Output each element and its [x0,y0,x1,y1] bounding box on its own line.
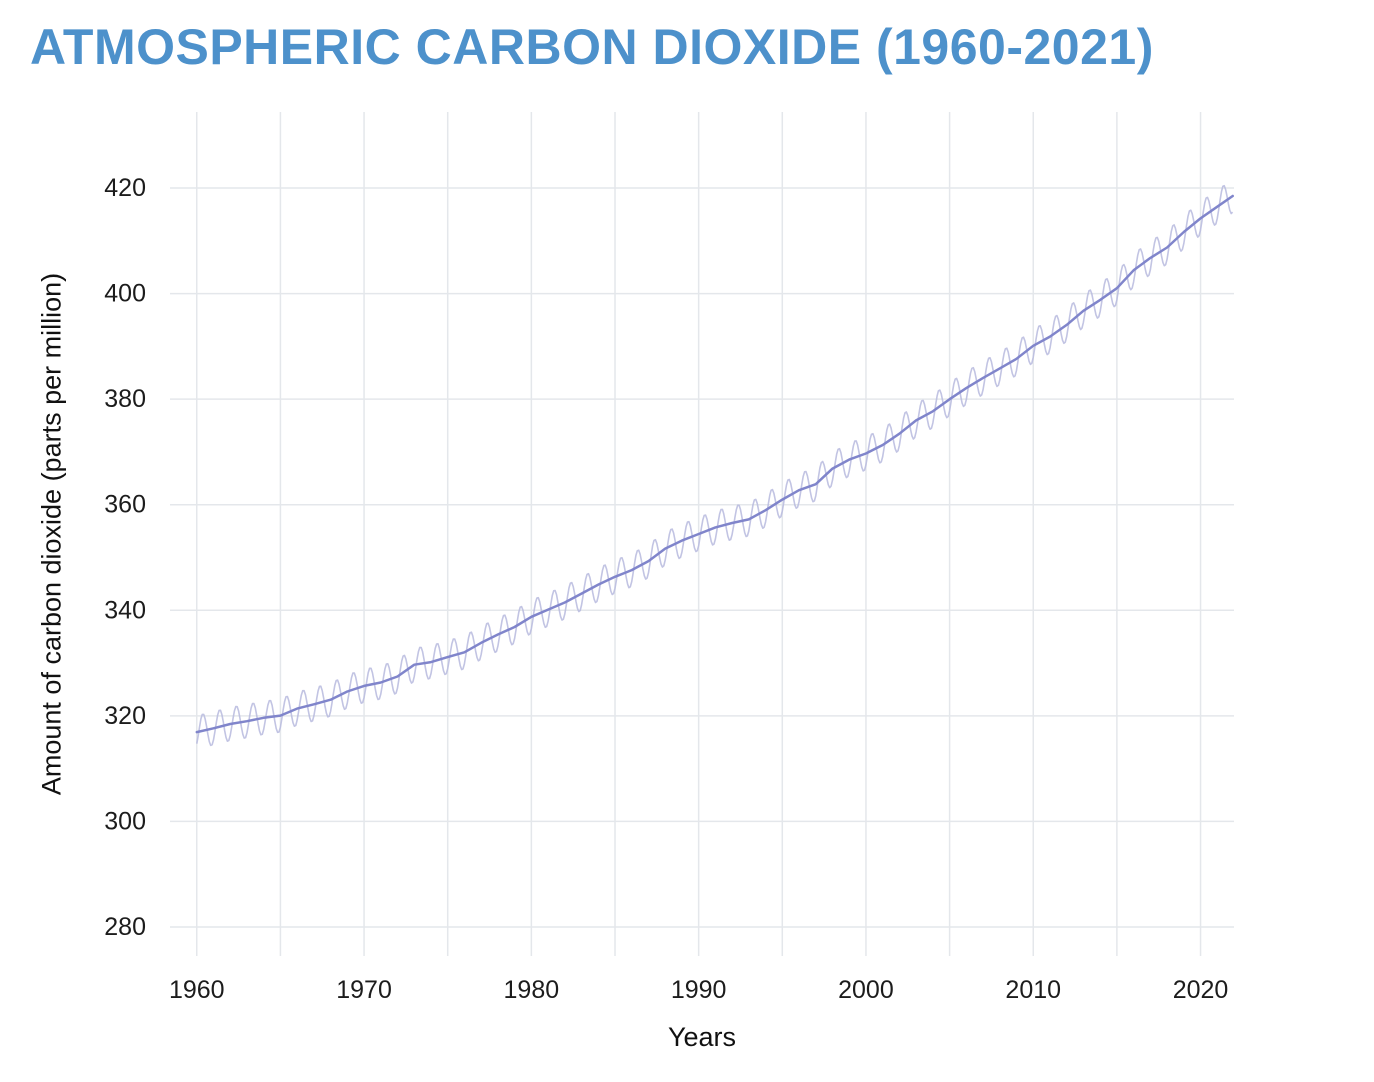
y-tick-label: 280 [104,913,146,941]
y-tick-label: 340 [104,596,146,624]
chart-title: ATMOSPHERIC CARBON DIOXIDE (1960-2021) [30,19,1154,75]
x-tick-label: 1960 [169,976,225,1004]
x-tick-label: 1990 [671,976,727,1004]
y-tick-label: 320 [104,702,146,730]
y-tick-label: 360 [104,491,146,519]
x-tick-label: 1970 [336,976,392,1004]
x-axis-label: Years [667,1022,737,1052]
x-tick-label: 2000 [838,976,894,1004]
y-tick-label: 300 [104,807,146,835]
annual-trend-co2-line [195,194,1234,734]
y-tick-label: 380 [104,385,146,413]
x-tick-label: 2020 [1173,976,1229,1004]
x-tick-label: 1980 [504,976,560,1004]
y-axis-label: Amount of carbon dioxide (parts per mill… [36,272,67,796]
x-tick-label: 2010 [1005,976,1061,1004]
y-tick-label: 400 [104,280,146,308]
seasonal-co2-line [196,184,1234,747]
y-tick-label: 420 [104,174,146,202]
